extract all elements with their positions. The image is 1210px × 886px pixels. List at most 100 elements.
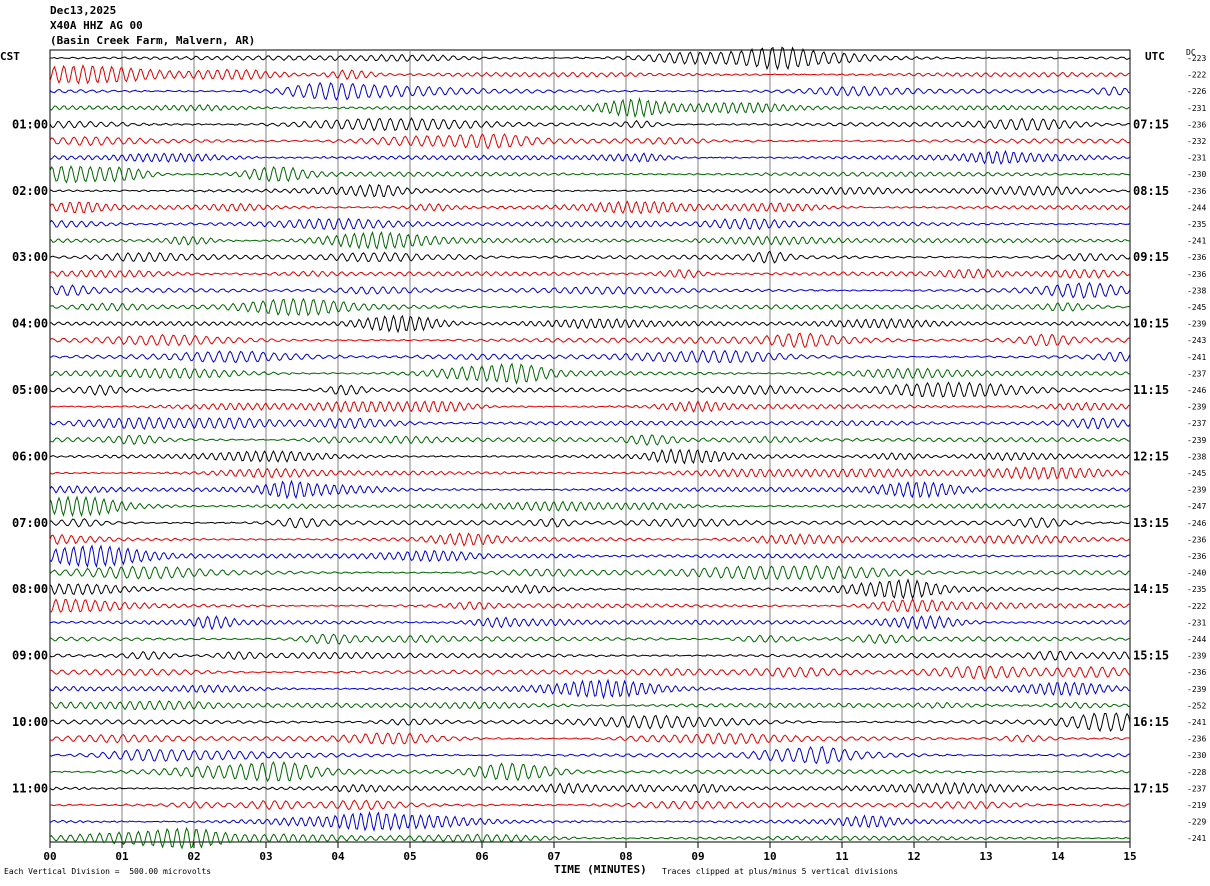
cst-hour-label: 09:00 [12,649,48,663]
trace-row [49,250,1131,264]
utc-hour-label: 07:15 [1133,117,1169,131]
x-tick-label: 09 [691,850,704,863]
trace-row [49,564,1131,581]
cst-hour-label: 02:00 [12,184,48,198]
dc-offset-label: -239 [1187,685,1206,694]
x-tick-label: 02 [187,850,200,863]
trace-row [49,712,1131,733]
x-tick-label: 03 [259,850,272,863]
dc-offset-label: -236 [1187,668,1206,677]
trace-row [49,149,1131,165]
dc-offset-label: -231 [1187,154,1206,163]
header-location: (Basin Creek Farm, Malvern, AR) [50,34,256,47]
left-axis-label: CST [0,50,20,63]
trace-row [49,81,1131,102]
trace-row [49,517,1131,529]
utc-hour-label: 15:15 [1133,649,1169,663]
trace-row [49,314,1131,334]
cst-hour-label: 06:00 [12,449,48,463]
dc-offset-label: -236 [1187,187,1206,196]
cst-hour-label: 11:00 [12,781,48,795]
dc-offset-label: -236 [1187,535,1206,544]
x-tick-label: 04 [331,850,345,863]
trace-row [49,760,1131,783]
dc-offset-label: -243 [1187,336,1206,345]
dc-offset-label: -246 [1187,386,1206,395]
dc-offset-label: -241 [1187,353,1206,362]
cst-hour-label: 10:00 [12,715,48,729]
dc-offset-label: -222 [1187,71,1206,80]
dc-offset-label: -235 [1187,220,1206,229]
cst-hour-label: 07:00 [12,516,48,530]
trace-row [49,699,1131,711]
cst-hour-label: 04:00 [12,317,48,331]
cst-hour-label: 08:00 [12,582,48,596]
x-tick-label: 12 [907,850,920,863]
trace-row [49,96,1131,119]
utc-hour-label: 09:15 [1133,250,1169,264]
dc-offset-label: -241 [1187,237,1206,246]
x-tick-label: 06 [475,850,489,863]
dc-offset-label: -240 [1187,569,1206,578]
dc-offset-label: -239 [1187,486,1206,495]
dc-offset-label: -241 [1187,718,1206,727]
trace-row [49,64,1131,85]
trace-row [49,479,1131,500]
trace-row [49,732,1131,745]
dc-offset-label: -236 [1187,120,1206,129]
trace-row [49,544,1131,569]
dc-offset-label: -237 [1187,784,1206,793]
dc-offset-label: -245 [1187,469,1206,478]
dc-offset-label: -244 [1187,635,1206,644]
trace-row [49,400,1131,413]
dc-offset-label: -232 [1187,137,1206,146]
dc-offset-label: -236 [1187,735,1206,744]
trace-row [49,810,1131,832]
trace-row [49,117,1131,132]
trace-row [49,466,1131,480]
trace-row [49,362,1131,385]
utc-hour-label: 08:15 [1133,184,1169,198]
cst-hour-label: 03:00 [12,250,48,264]
trace-row [49,614,1131,631]
right-axis-label: UTC [1145,50,1165,63]
dc-offset-label: -246 [1187,519,1206,528]
dc-offset-label: -252 [1187,701,1206,710]
dc-offset-label: -241 [1187,834,1206,843]
plot-frame [49,49,1131,843]
dc-offset-label: -238 [1187,452,1206,461]
dc-offset-label: -219 [1187,801,1206,810]
header-date: Dec13,2025 [50,4,117,17]
cst-hour-label: 01:00 [12,117,48,131]
trace-row [49,268,1131,279]
trace-row [49,133,1131,150]
cst-hour-label: 05:00 [12,383,48,397]
trace-row [49,532,1131,547]
dc-offset-label: -237 [1187,369,1206,378]
utc-hour-label: 17:15 [1133,781,1169,795]
x-tick-label: 10 [763,850,776,863]
trace-row [49,826,1131,850]
utc-hour-label: 13:15 [1133,516,1169,530]
trace-row [49,434,1131,446]
trace-row [49,598,1131,613]
utc-hour-label: 11:15 [1133,383,1169,397]
dc-offset-label: -222 [1187,602,1206,611]
trace-row [49,183,1131,198]
scale-note: Each Vertical Division = 500.00 microvol… [4,867,212,876]
trace-row [49,578,1131,600]
trace-row [49,332,1131,349]
utc-hour-label: 10:15 [1133,317,1169,331]
x-tick-label: 01 [115,850,129,863]
x-tick-label: 11 [835,850,849,863]
trace-row [49,650,1131,661]
x-tick-label: 14 [1051,850,1065,863]
trace-row [49,799,1131,811]
dc-offset-label: -244 [1187,203,1206,212]
trace-row [49,416,1131,430]
dc-offset-label: -239 [1187,320,1206,329]
trace-row [49,217,1131,231]
trace-row [49,349,1131,364]
dc-offset-label: -236 [1187,552,1206,561]
dc-offset-label: -237 [1187,419,1206,428]
